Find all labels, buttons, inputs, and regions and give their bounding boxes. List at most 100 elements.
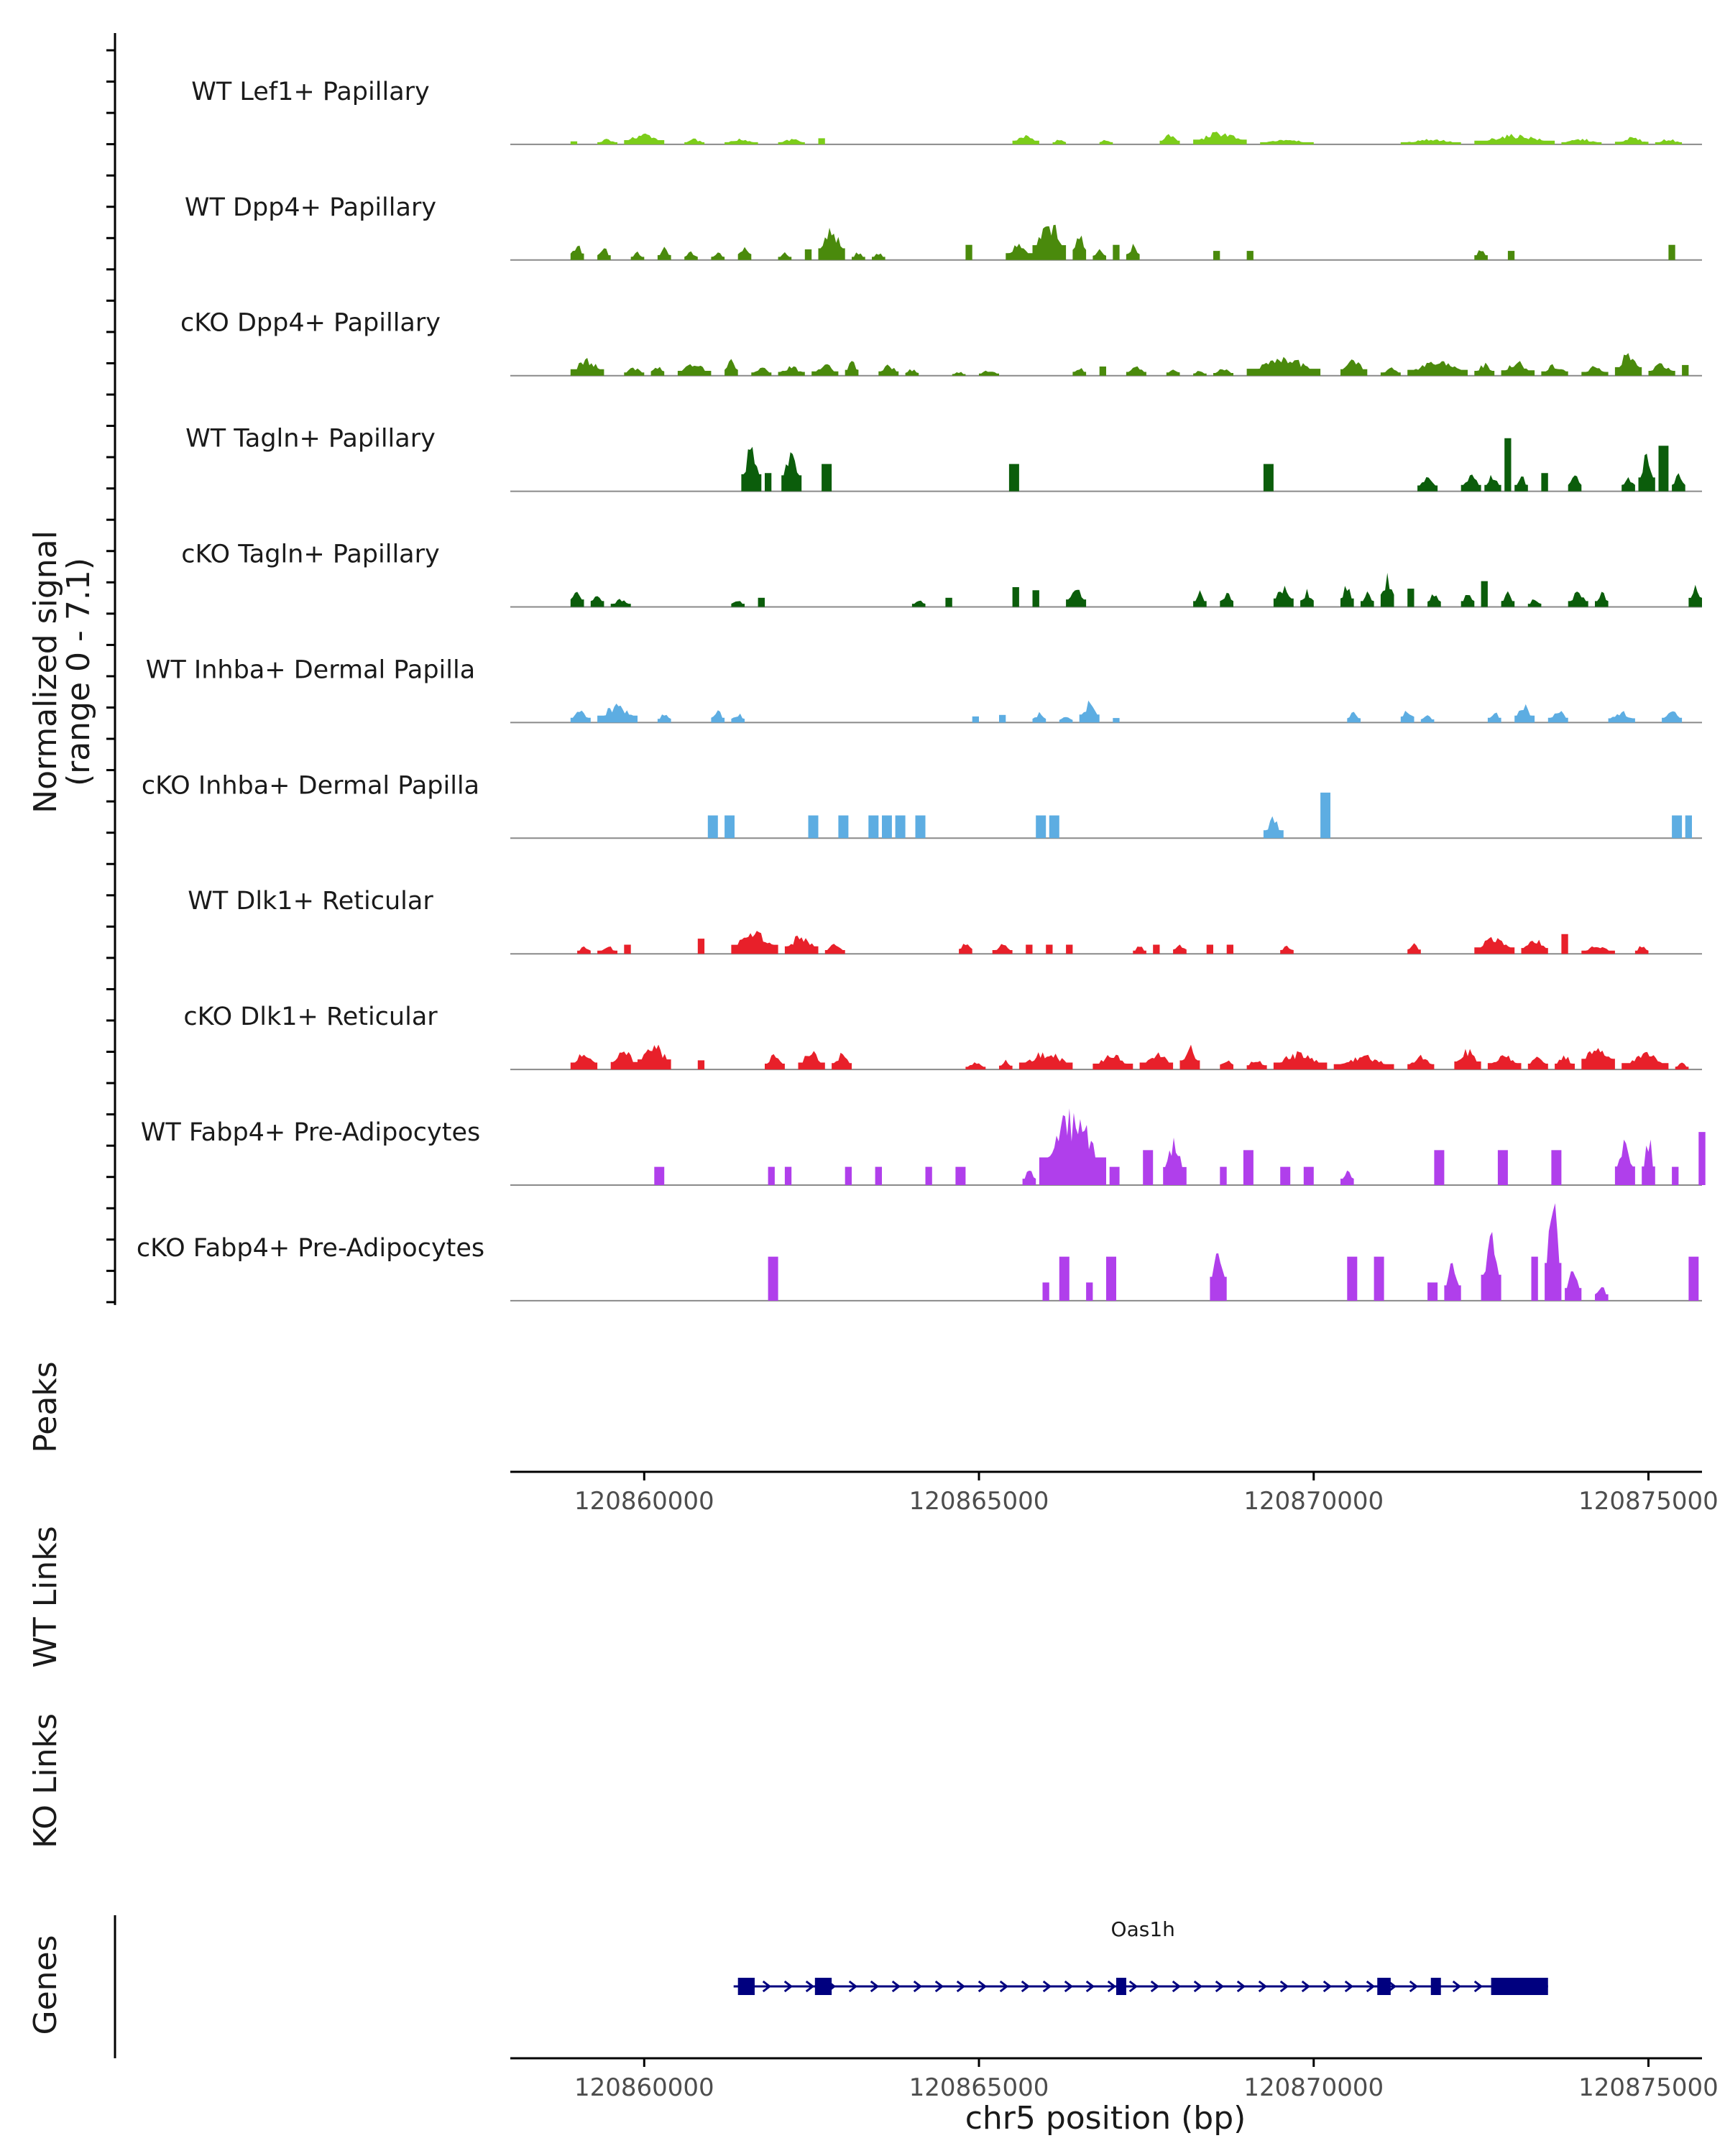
strand-arrow [1064,1980,1074,1993]
signal-peak [911,600,926,607]
signal-peak [1347,1256,1358,1301]
signal-peak [1133,946,1146,954]
signal-peak [1531,1256,1538,1301]
track-label: cKO Dlk1+ Reticular [183,1003,438,1031]
signal-peak [597,946,617,954]
signal-peak [811,364,839,376]
track: cKO Tagln+ Papillary [181,540,1702,608]
signal-peak [1106,1256,1116,1301]
signal-peak [624,367,645,376]
gene-exon [814,1978,832,1995]
signal-peak [684,251,698,260]
x-tick-label: 120870000 [1243,1487,1384,1516]
signal-peak [1551,1150,1562,1185]
signal-peak [784,935,819,954]
signal-peak [1672,473,1685,492]
signal-peak [1622,476,1635,492]
signal-peak [570,591,584,607]
strand-arrow [1409,1980,1419,1993]
signal-peak [677,364,712,376]
signal-peak [1444,1263,1461,1301]
strand-arrow [891,1980,901,1993]
track: WT Lef1+ Papillary [191,78,1702,145]
signal-peak [1545,1203,1562,1301]
signal-peak [945,597,952,607]
signal-peak [1139,1052,1174,1070]
signal-peak [1153,944,1160,954]
signal-peak [999,1059,1013,1070]
signal-peak [1474,936,1515,954]
track-label: cKO Fabp4+ Pre-Adipocytes [137,1234,484,1263]
strand-arrow [1172,1980,1182,1993]
signal-peak [1487,712,1501,723]
signal-peak [570,1054,598,1070]
strand-arrow [1236,1980,1246,1993]
strand-arrow [999,1980,1009,1993]
track-label: WT Tagln+ Papillary [185,425,436,453]
signal-peak [1039,1108,1106,1185]
signal-peak [1260,139,1314,144]
x-tick-label: 120870000 [1243,2073,1384,2102]
strand-arrow [1193,1980,1203,1993]
signal-peak [1662,711,1683,723]
signal-peak [1046,944,1053,954]
signal-peak [711,710,725,723]
position-axis-genes: 120860000 120865000 120870000 120875000 [510,2057,1719,2102]
signal-peak [1581,946,1615,954]
strand-arrow [805,1980,815,1993]
position-axis-peaks: 120860000 120865000 120870000 120875000 [510,1470,1719,1516]
signal-peak [1407,1054,1435,1070]
signal-peak [1672,815,1683,839]
signal-peak [758,597,765,607]
gene-exon [1430,1978,1441,1995]
signal-peak [1541,364,1568,376]
signal-peak [818,138,825,144]
signal-peak [1066,944,1073,954]
signal-peak [1595,1287,1609,1301]
signal-peak [741,446,762,492]
track-label: WT Fabp4+ Pre-Adipocytes [141,1118,480,1147]
signal-peak [1622,1051,1669,1070]
track: cKO Fabp4+ Pre-Adipocytes [137,1203,1702,1302]
x-tick-label: 120865000 [909,1487,1049,1516]
signal-peak [1685,815,1692,839]
signal-peak [784,1166,792,1185]
signal-peak [1220,1060,1233,1070]
signal-peak [1303,1166,1314,1185]
signal-peak [1407,943,1421,954]
signal-peak [1568,475,1582,492]
signal-peak [1113,244,1120,260]
signal-peak [765,1054,785,1070]
signal-peak [1072,235,1087,260]
track-label: WT Inhba+ Dermal Papilla [146,655,475,684]
strand-arrow [1366,1980,1376,1993]
signal-peak [1655,139,1683,144]
signal-peak [1454,1049,1481,1070]
signal-peak [1012,587,1019,607]
signal-peak [630,251,645,260]
signal-peak [1547,711,1568,723]
signal-peak [1638,453,1655,492]
signal-peak [1634,946,1649,954]
signal-peak [1400,711,1414,723]
signal-peak [1072,368,1087,376]
strand-arrow [1452,1980,1462,1993]
signal-peak [1541,473,1548,492]
signal-peak [1698,1132,1706,1185]
signal-peak [1668,244,1675,260]
signal-peak [965,244,972,260]
signal-peak [872,253,886,260]
track: cKO Inhba+ Dermal Papilla [142,771,1702,839]
signal-peak [1032,224,1067,260]
signal-peak [1474,134,1555,144]
signal-peak [1648,363,1675,376]
strand-arrow [913,1980,923,1993]
signal-peak [577,946,591,954]
signal-peak [597,248,611,260]
signal-peak [1561,934,1568,954]
signal-peak [1099,139,1113,144]
track: WT Fabp4+ Pre-Adipocytes [141,1108,1706,1186]
coverage-tracks: WT Lef1+ Papillary WT Dpp4+ Papillary cKO … [137,78,1706,1302]
signal-peak [1032,590,1039,607]
